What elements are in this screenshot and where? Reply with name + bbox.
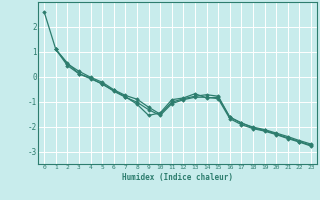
X-axis label: Humidex (Indice chaleur): Humidex (Indice chaleur) [122,173,233,182]
